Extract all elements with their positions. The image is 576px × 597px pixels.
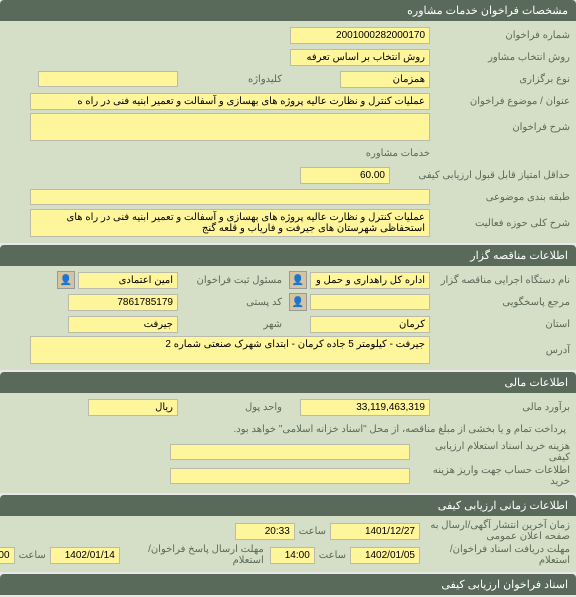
label-class: طبقه بندی موضوعی bbox=[430, 192, 570, 203]
value-fee1 bbox=[170, 444, 410, 460]
label-fee2: اطلاعات حساب جهت واریز هزینه خرید bbox=[410, 465, 570, 487]
value-org: اداره کل راهداری و حمل و bbox=[310, 272, 430, 289]
label-estimate: برآورد مالی bbox=[430, 402, 570, 413]
section-header-2: اطلاعات مناقصه گزار bbox=[0, 245, 576, 266]
label-tender-no: شماره فراخوان bbox=[430, 30, 570, 41]
value-class bbox=[30, 189, 430, 205]
label-pub: زمان آخرین انتشار آگهی/ارسال به صفحه اعل… bbox=[420, 520, 570, 542]
value-min-score: 60.00 bbox=[300, 167, 390, 184]
value-receive-date: 1402/01/05 bbox=[350, 547, 420, 564]
label-contact: مرجع پاسخگویی bbox=[430, 297, 570, 308]
person-icon-2[interactable]: 👤 bbox=[57, 271, 75, 289]
value-receive-time: 14:00 bbox=[270, 547, 315, 564]
label-org: نام دستگاه اجرایی مناقصه گزار bbox=[430, 275, 570, 286]
payment-note: پرداخت تمام و یا بخشی از مبلغ مناقصه، از… bbox=[234, 424, 571, 435]
person-icon-3[interactable]: 👤 bbox=[289, 293, 307, 311]
label-city: شهر bbox=[178, 319, 288, 330]
label-fee1: هزینه خرید اسناد استعلام ارزیابی کیفی bbox=[410, 441, 570, 463]
section-header-3: اطلاعات مالی bbox=[0, 372, 576, 393]
value-tender-no: 2001000282000170 bbox=[290, 27, 430, 44]
section-organizer: اطلاعات مناقصه گزار نام دستگاه اجرایی من… bbox=[0, 245, 576, 370]
label-min-score: حداقل امتیاز قابل قبول ارزیابی کیفی bbox=[390, 170, 570, 181]
value-city: جیرفت bbox=[68, 316, 178, 333]
value-reply-time: 14:00 bbox=[0, 547, 15, 564]
label-postal: کد پستی bbox=[178, 297, 288, 308]
section-financial: اطلاعات مالی برآورد مالی 33,119,463,319 … bbox=[0, 372, 576, 493]
label-reply: مهلت ارسال پاسخ فراخوان/استعلام bbox=[120, 544, 270, 566]
time-label-2: ساعت bbox=[315, 550, 350, 561]
value-contact bbox=[310, 294, 430, 310]
label-address: آدرس bbox=[430, 345, 570, 356]
label-subject: عنوان / موضوع فراخوان bbox=[430, 96, 570, 107]
label-province: استان bbox=[430, 319, 570, 330]
section-documents: اسناد فراخوان ارزیابی کیفی bbox=[0, 574, 576, 595]
label-reg-officer: مسئول ثبت فراخوان bbox=[178, 275, 288, 286]
label-method: روش انتخاب مشاور bbox=[430, 52, 570, 63]
value-reply-date: 1402/01/14 bbox=[50, 547, 120, 564]
value-fee2 bbox=[170, 468, 410, 484]
label-receive: مهلت دریافت اسناد فراخوان/استعلام bbox=[420, 544, 570, 566]
section-header-5: اسناد فراخوان ارزیابی کیفی bbox=[0, 574, 576, 595]
value-postal: 7861785179 bbox=[68, 294, 178, 311]
label-type: نوع برگزاری bbox=[430, 74, 570, 85]
value-province: کرمان bbox=[310, 316, 430, 333]
label-activity: شرح کلی حوزه فعالیت bbox=[430, 218, 570, 229]
value-address: جیرفت - کیلومتر 5 جاده کرمان - ابتدای شه… bbox=[30, 336, 430, 364]
label-desc: شرح فراخوان bbox=[430, 122, 570, 133]
value-subject: عملیات کنترل و نظارت عالیه پروژه های بهس… bbox=[30, 93, 430, 110]
label-keyword: کلیدواژه bbox=[178, 74, 288, 85]
section-tender-spec: مشخصات فراخوان خدمات مشاوره شماره فراخوا… bbox=[0, 0, 576, 243]
value-pub-date: 1401/12/27 bbox=[330, 523, 420, 540]
section-header-4: اطلاعات زمانی ارزیابی کیفی bbox=[0, 495, 576, 516]
value-currency: ریال bbox=[88, 399, 178, 416]
time-label-3: ساعت bbox=[15, 550, 50, 561]
value-pub-time: 20:33 bbox=[235, 523, 295, 540]
section-timing: اطلاعات زمانی ارزیابی کیفی زمان آخرین ان… bbox=[0, 495, 576, 572]
time-label-1: ساعت bbox=[295, 526, 330, 537]
services-text: خدمات مشاوره bbox=[366, 148, 430, 159]
label-currency: واحد پول bbox=[178, 402, 288, 413]
section-header-1: مشخصات فراخوان خدمات مشاوره bbox=[0, 0, 576, 21]
person-icon[interactable]: 👤 bbox=[289, 271, 307, 289]
value-type: همزمان bbox=[340, 71, 430, 88]
value-desc bbox=[30, 113, 430, 141]
value-reg-officer: امین اعتمادی bbox=[78, 272, 178, 289]
value-activity: عملیات کنترل و نظارت عالیه پروژه های بهس… bbox=[30, 209, 430, 237]
value-keyword bbox=[38, 71, 178, 87]
value-method: روش انتخاب بر اساس تعرفه bbox=[290, 49, 430, 66]
value-estimate: 33,119,463,319 bbox=[300, 399, 430, 416]
